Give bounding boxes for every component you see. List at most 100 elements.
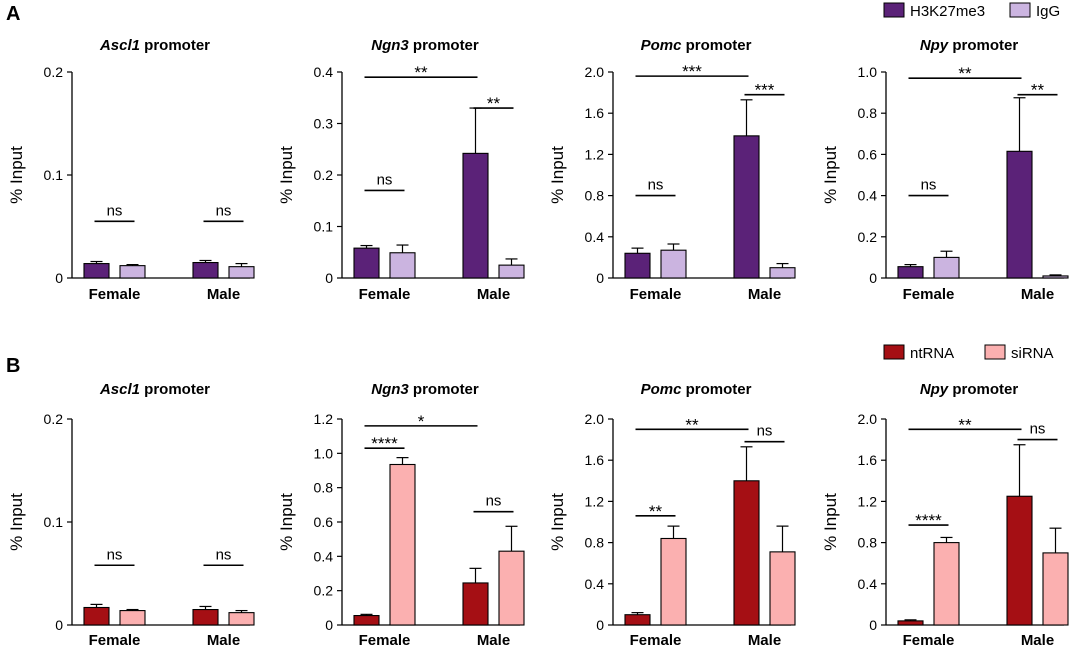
chart-title-suffix: promoter (140, 381, 210, 398)
significance-label: ** (649, 502, 663, 521)
x-category-label-female: Female (89, 632, 141, 647)
chart-pomc-b: Pomc promoter % Input 0 0.4 0.8 1.2 1.6 2.0 Fema… (548, 381, 796, 647)
significance-label: ns (921, 177, 937, 194)
panel-letter-a: A (6, 3, 20, 25)
significance-label: ** (958, 415, 972, 434)
chart-title-suffix: promoter (409, 381, 479, 398)
bar-ntrna-female (83, 606, 110, 626)
y-tick-label: 1.6 (585, 105, 605, 121)
y-tick-label: 0 (869, 617, 877, 633)
y-tick-label: 0.1 (44, 514, 64, 530)
chart-title-suffix: promoter (948, 37, 1018, 54)
bar-igg-female (660, 249, 687, 279)
bar-sirna-female (119, 610, 146, 626)
y-tick-label: 0 (869, 270, 877, 286)
chart-title-gene: Ngn3 (371, 381, 409, 398)
y-tick-label: 1.6 (585, 452, 605, 468)
legend-label-ntrna: ntRNA (910, 345, 954, 362)
significance-label: ns (377, 171, 393, 188)
y-axis-label: % Input (7, 146, 26, 204)
y-axis-label: % Input (277, 493, 296, 551)
x-category-label-female: Female (630, 286, 682, 303)
x-category-label-male: Male (477, 632, 510, 647)
chart-title-gene: Npy (920, 381, 949, 398)
legend-label-igg: IgG (1036, 3, 1060, 20)
y-tick-label: 0.4 (314, 548, 334, 564)
y-tick-label: 0.3 (314, 116, 334, 132)
legend-swatch-igg (1009, 2, 1031, 18)
y-tick-label: 0.2 (858, 229, 878, 245)
bar-igg-male (228, 266, 255, 279)
significance-label: ns (216, 546, 232, 563)
y-tick-label: 0.1 (314, 219, 334, 235)
y-axis-label: % Input (821, 146, 840, 204)
bar-ntrna-female (624, 614, 651, 626)
y-tick-label: 1.0 (858, 64, 878, 80)
x-category-label-male: Male (207, 286, 240, 303)
y-tick-label: 0.4 (858, 188, 878, 204)
legend-swatch-sirna (984, 344, 1006, 360)
panel-letter-b: B (6, 355, 20, 377)
chart-title: Npy promoter (920, 37, 1019, 54)
significance-label: ns (486, 493, 502, 510)
significance-label: * (418, 412, 425, 431)
bar-h3k27me3-female (897, 266, 924, 279)
y-tick-label: 1.2 (314, 411, 334, 427)
bar-ntrna-male (192, 608, 219, 626)
y-axis-label: % Input (277, 146, 296, 204)
y-tick-label: 0.6 (858, 146, 878, 162)
y-tick-label: 0 (55, 617, 63, 633)
chart-title: Ascl1 promoter (99, 37, 210, 54)
x-category-label-male: Male (748, 286, 781, 303)
significance-label: ** (487, 94, 501, 113)
y-tick-label: 2.0 (585, 64, 605, 80)
chart-title: Ngn3 promoter (371, 37, 479, 54)
significance-label: ns (107, 202, 123, 219)
y-tick-label: 0.4 (585, 229, 605, 245)
chart-title-gene: Pomc (641, 381, 683, 398)
chart-npy-a: Npy promoter % Input 0 0.2 0.4 0.6 0.8 1.0 Femal… (821, 37, 1069, 303)
y-axis-label: % Input (548, 146, 567, 204)
significance-label: ** (685, 415, 699, 434)
x-category-label-female: Female (359, 632, 411, 647)
chart-title-gene: Npy (920, 37, 949, 54)
chart-pomc-a: Pomc promoter % Input 0 0.4 0.8 1.2 1.6 2.0 Fema… (548, 37, 796, 303)
bar-igg-male (1042, 275, 1069, 279)
y-tick-label: 0.4 (858, 576, 878, 592)
chart-title-suffix: promoter (948, 381, 1018, 398)
chart-title-suffix: promoter (140, 37, 210, 54)
chart-title-suffix: promoter (681, 381, 751, 398)
chart-ngn3-b: Ngn3 promoter % Input 0 0.2 0.4 0.6 0.8 1.0 1.2 F… (277, 381, 525, 647)
x-category-label-male: Male (1021, 632, 1054, 647)
x-category-label-male: Male (1021, 286, 1054, 303)
bar-ntrna-male (462, 582, 489, 626)
y-axis-label: % Input (7, 493, 26, 551)
bar-h3k27me3-male (733, 135, 760, 279)
chart-title: Pomc promoter (641, 37, 752, 54)
y-tick-label: 0.2 (314, 167, 334, 183)
chart-panels: Ascl1 promoter % Input 0 0.1 0.2 Female Male ns… (7, 37, 1069, 647)
bar-igg-male (498, 264, 525, 279)
significance-label: ns (216, 202, 232, 219)
legend-row-b: ntRNA siRNA (883, 344, 1054, 362)
chart-title: Ngn3 promoter (371, 381, 479, 398)
bar-h3k27me3-female (624, 252, 651, 279)
bar-sirna-male (498, 550, 525, 626)
bar-ntrna-male (733, 480, 760, 626)
y-tick-label: 0.2 (314, 583, 334, 599)
y-tick-label: 1.2 (585, 493, 605, 509)
x-category-label-male: Male (748, 632, 781, 647)
chart-title-gene: Ascl1 (99, 381, 140, 398)
chart-ascl1-b: Ascl1 promoter % Input 0 0.1 0.2 Female Male ns… (7, 381, 255, 647)
y-tick-label: 0.8 (858, 105, 878, 121)
legend-swatch-ntrna (883, 344, 905, 360)
y-tick-label: 0.2 (44, 64, 64, 80)
chart-ascl1-a: Ascl1 promoter % Input 0 0.1 0.2 Female Male ns… (7, 37, 255, 303)
chart-title-gene: Ngn3 (371, 37, 409, 54)
significance-label: *** (682, 62, 702, 81)
x-category-label-male: Male (477, 286, 510, 303)
y-tick-label: 2.0 (585, 411, 605, 427)
legend-row-a: H3K27me3 IgG (883, 2, 1060, 20)
bar-sirna-female (389, 463, 416, 626)
